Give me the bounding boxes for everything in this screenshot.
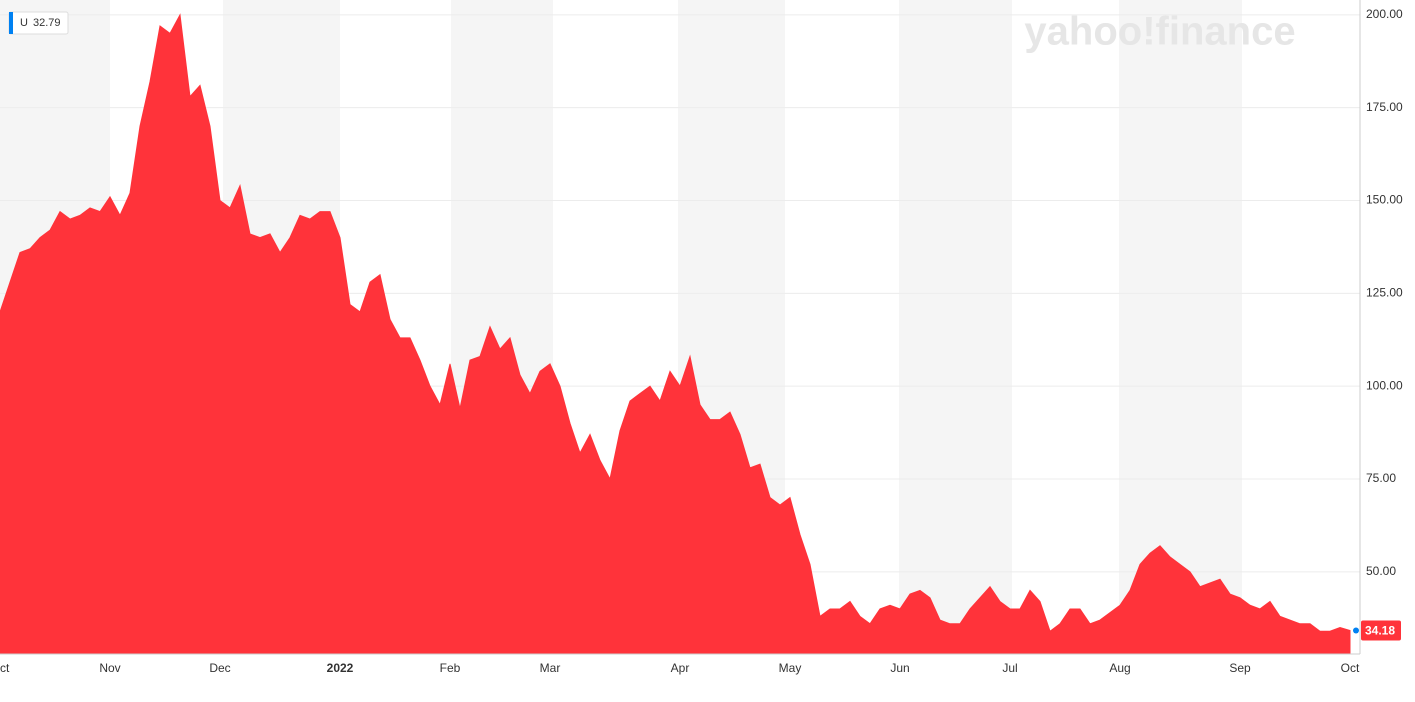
x-tick-label: May [779, 661, 802, 675]
x-tick-label: Aug [1109, 661, 1130, 675]
x-tick-label: Sep [1229, 661, 1251, 675]
legend-symbol: U [20, 17, 28, 29]
x-tick-label: Feb [440, 661, 461, 675]
y-tick-label: 200.00 [1366, 7, 1403, 21]
x-tick-label: Mar [540, 661, 561, 675]
x-tick-label: Jul [1002, 661, 1017, 675]
watermark: yahoo!finance [1024, 10, 1295, 54]
legend-swatch [9, 12, 13, 34]
y-tick-label: 175.00 [1366, 100, 1403, 114]
x-tick-label: 2022 [327, 661, 354, 675]
bands [0, 0, 1242, 654]
x-tick-label: Apr [671, 661, 690, 675]
band [899, 0, 1012, 654]
legend: U 32.79 [8, 11, 69, 35]
plot [0, 13, 1351, 654]
last-point [1353, 627, 1359, 634]
band [1119, 0, 1242, 654]
x-tick-label: Jun [890, 661, 909, 675]
price-label: 34.18 [1365, 624, 1395, 638]
y-tick-label: 100.00 [1366, 378, 1403, 392]
x-tick-label: Dec [209, 661, 230, 675]
price-area [0, 13, 1351, 654]
y-tick-label: 125.00 [1366, 286, 1403, 300]
legend-value: 32.79 [33, 17, 61, 29]
price-badge [1361, 620, 1401, 641]
y-tick-label: 75.00 [1366, 471, 1396, 485]
y-tick-label: 150.00 [1366, 193, 1403, 207]
x-tick-label: Oct [1341, 661, 1360, 675]
x-tick-label: Oct [0, 661, 10, 675]
x-tick-label: Nov [99, 661, 120, 675]
y-tick-label: 50.00 [1366, 564, 1396, 578]
